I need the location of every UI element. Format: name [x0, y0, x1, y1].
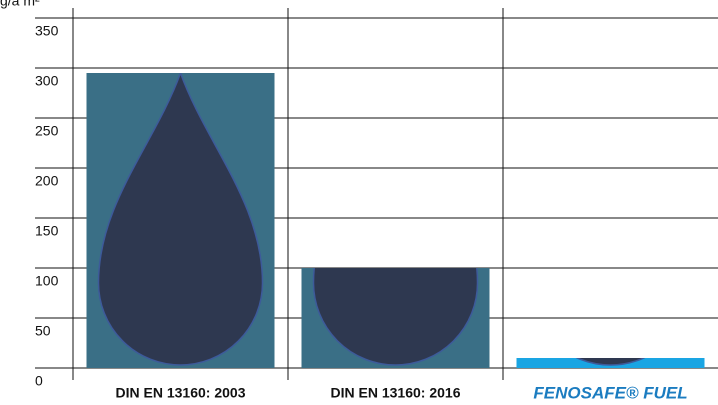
y-tick-label: 50 [35, 323, 51, 339]
y-tick-label: 300 [35, 73, 59, 89]
drop [312, 268, 479, 366]
y-tick-label: 200 [35, 173, 59, 189]
drop [97, 73, 264, 366]
y-tick-label: 350 [35, 23, 59, 39]
x-tick-label: DIN EN 13160: 2016 [331, 385, 461, 401]
x-tick-label: FENOSAFE® FUEL [533, 383, 687, 402]
y-tick-label: 150 [35, 223, 59, 239]
y-tick-label: 100 [35, 273, 59, 289]
y-axis-label: g/a m² [0, 0, 40, 9]
drop [575, 358, 646, 366]
y-tick-label: 0 [35, 373, 43, 389]
y-tick-label: 250 [35, 123, 59, 139]
x-tick-label: DIN EN 13160: 2003 [116, 385, 246, 401]
